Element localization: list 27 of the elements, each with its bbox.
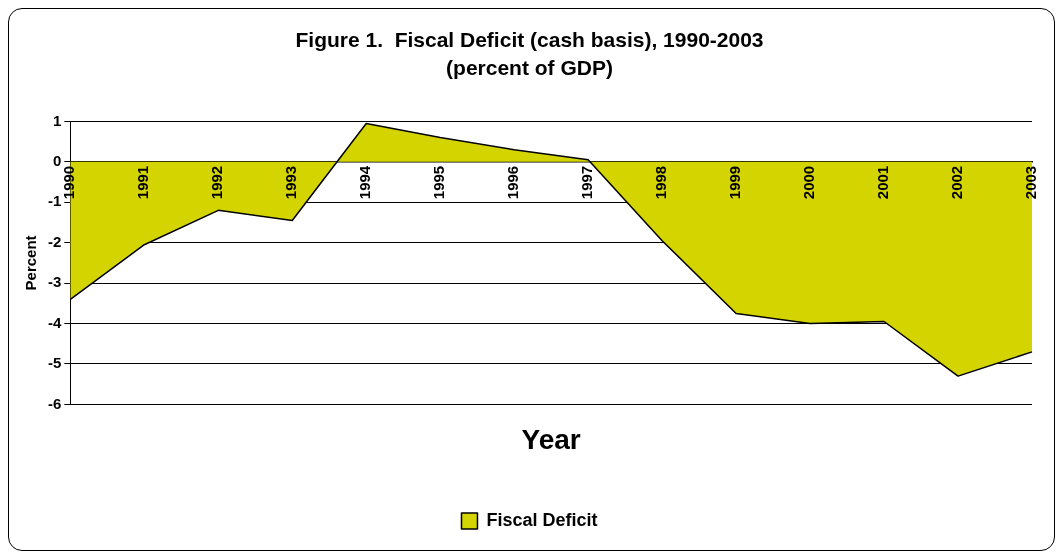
y-tick-label: -5: [47, 354, 62, 372]
x-tick-label: 2001: [874, 165, 892, 200]
x-tick-label: 1993: [282, 165, 300, 200]
x-tick-label: 2002: [948, 165, 966, 200]
x-tick-label: 1992: [208, 165, 226, 200]
y-axis-title: Percent: [22, 235, 40, 291]
x-tick-label: 2000: [800, 165, 818, 200]
x-tick-label: 1999: [726, 165, 744, 200]
y-tick-label: -1: [47, 192, 62, 210]
x-tick-label: 1994: [356, 165, 374, 200]
chart-title: Figure 1. Fiscal Deficit (cash basis), 1990-2003: [295, 28, 764, 52]
x-tick-label: 1990: [60, 165, 78, 200]
y-tick-label: -2: [47, 232, 62, 250]
y-tick-label: -3: [47, 273, 62, 291]
x-tick-label: 1997: [578, 165, 596, 200]
x-tick-label: 1995: [430, 165, 448, 200]
y-tick-label: -4: [47, 313, 62, 331]
y-tick-label: 0: [52, 151, 62, 169]
x-tick-label: 2003: [1022, 165, 1040, 200]
y-tick-label: -6: [47, 394, 62, 412]
chart-subtitle: (percent of GDP): [446, 55, 613, 79]
x-tick-label: 1998: [652, 165, 670, 200]
legend-label: Fiscal Deficit: [486, 509, 598, 530]
x-tick-label: 1991: [134, 165, 152, 200]
x-axis-title: Year: [521, 423, 581, 455]
y-tick-label: 1: [52, 111, 62, 129]
x-tick-label: 1996: [504, 165, 522, 200]
